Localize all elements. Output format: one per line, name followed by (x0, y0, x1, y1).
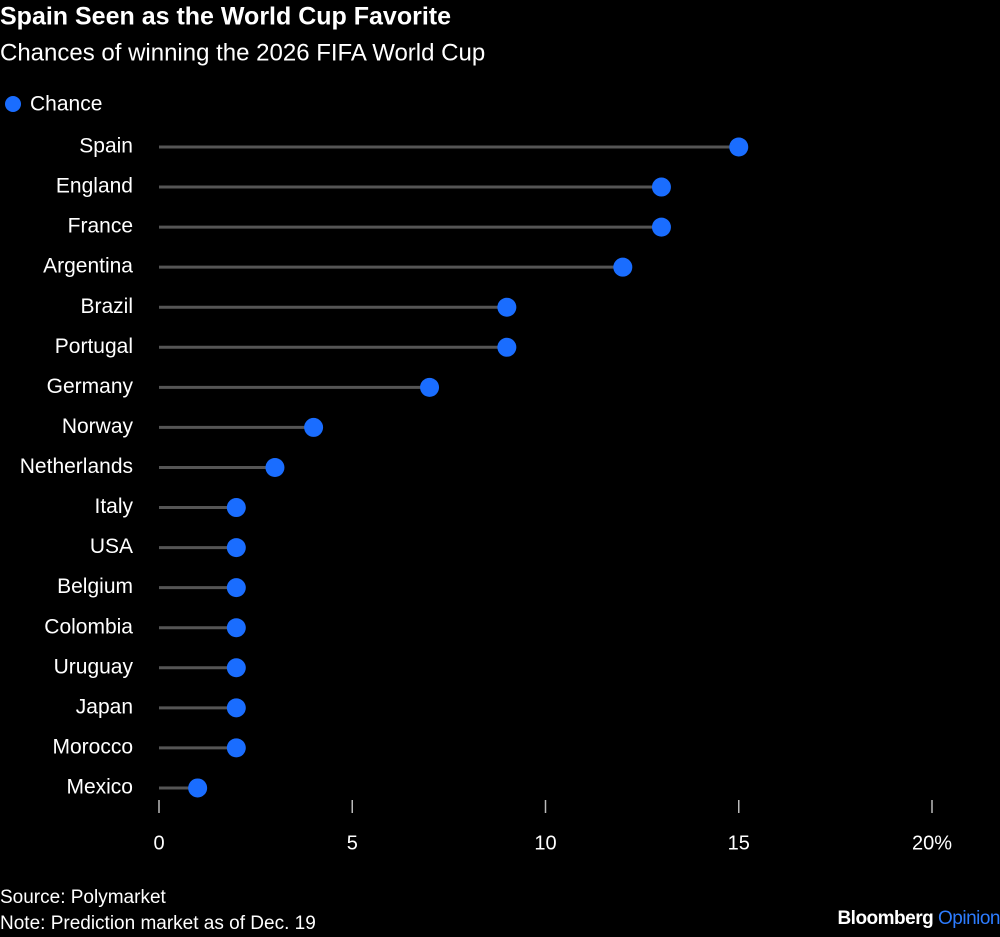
y-tick-label: USA (90, 535, 133, 558)
y-tick-label: Japan (76, 695, 133, 718)
source: Source: Polymarket (0, 887, 167, 908)
x-tick-label: 15 (728, 832, 750, 854)
lollipop-dot (729, 137, 749, 157)
lollipop-dot (226, 538, 246, 558)
x-tick-label: 5 (347, 832, 358, 854)
brand-name: Bloomberg (837, 908, 933, 929)
x-tick-label: 20% (912, 832, 952, 854)
y-tick-label: Norway (62, 415, 134, 438)
y-tick-label: England (56, 175, 133, 198)
lollipop-dot (265, 457, 285, 477)
lollipop-dot (226, 578, 246, 598)
lollipop-dot (226, 618, 246, 638)
y-tick-label: Italy (94, 495, 133, 518)
legend-label: Chance (30, 93, 102, 116)
y-tick-label: Portugal (55, 335, 133, 358)
y-tick-label: Netherlands (20, 455, 133, 478)
lollipop-dot (226, 498, 246, 518)
y-tick-label: Brazil (80, 295, 133, 318)
brand: Bloomberg Opinion (837, 908, 1000, 929)
lollipop-dot (226, 738, 246, 758)
x-tick-label: 10 (534, 832, 556, 854)
chart-title: Spain Seen as the World Cup Favorite (0, 3, 451, 31)
lollipop-dot (304, 417, 324, 437)
y-tick-label: Belgium (57, 575, 133, 598)
lollipop-dot (188, 778, 208, 798)
x-tick-label: 0 (153, 832, 164, 854)
y-tick-label: Spain (79, 135, 133, 158)
lollipop-dot (651, 217, 671, 237)
y-tick-label: Mexico (66, 776, 133, 799)
lollipop-dot (420, 377, 440, 397)
y-tick-label: Morocco (52, 735, 133, 758)
y-tick-label: France (68, 215, 133, 238)
chart-subtitle: Chances of winning the 2026 FIFA World C… (0, 39, 485, 66)
lollipop-dot (497, 297, 517, 317)
note: Note: Prediction market as of Dec. 19 (0, 913, 316, 934)
y-tick-label: Argentina (43, 255, 133, 278)
legend-marker (5, 96, 21, 112)
lollipop-dot (651, 177, 671, 197)
lollipop-dot (497, 337, 517, 357)
y-tick-label: Germany (47, 375, 134, 398)
lollipop-dot (613, 257, 633, 277)
y-tick-label: Colombia (44, 615, 133, 638)
lollipop-dot (226, 698, 246, 718)
lollipop-dot (226, 658, 246, 678)
brand-accent: Opinion (938, 908, 1000, 929)
y-tick-label: Uruguay (54, 655, 134, 678)
